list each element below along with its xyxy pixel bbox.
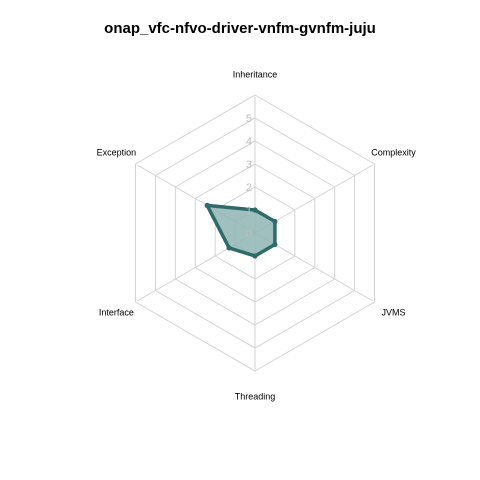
- axis-label: Exception: [97, 147, 137, 157]
- tick-label: 1: [246, 205, 252, 217]
- series-point: [252, 253, 258, 259]
- series-layer: [204, 202, 278, 259]
- tick-label: 3: [246, 159, 252, 171]
- axis-label: JVMS: [382, 307, 406, 317]
- tick-layer: 0 1 2 3 4 5: [246, 113, 252, 240]
- series-point: [204, 202, 210, 208]
- series-point: [272, 218, 278, 225]
- chart-title: onap_vfc-nfvo-driver-vnfm-gvnfm-juju: [104, 20, 376, 37]
- axis-label: Interface: [99, 307, 134, 317]
- axis-label-layer: Inheritance Complexity JVMS Threading Interf…: [97, 69, 417, 401]
- series-point: [252, 207, 258, 213]
- tick-label: 0: [246, 228, 252, 240]
- tick-label: 4: [246, 136, 252, 148]
- series-polygon: [205, 203, 277, 258]
- grid-ring: [134, 94, 376, 372]
- series-point: [272, 241, 278, 248]
- tick-label: 2: [246, 182, 252, 194]
- axis-label: Threading: [235, 391, 276, 401]
- series-point: [226, 245, 232, 251]
- axis-label: Complexity: [371, 147, 416, 157]
- tick-label: 5: [246, 113, 252, 125]
- axis-label: Inheritance: [233, 69, 278, 79]
